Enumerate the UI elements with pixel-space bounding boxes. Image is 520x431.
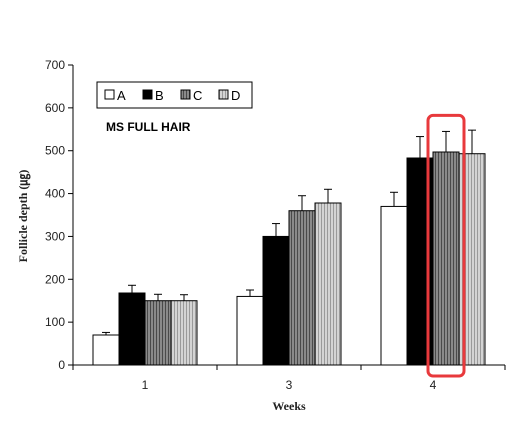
y-axis-title: Follicle depth (㎍) — [16, 170, 31, 263]
highlight-box — [426, 113, 466, 378]
legend-label-D: D — [231, 88, 240, 103]
legend-label-A: A — [117, 88, 126, 103]
y-tick-label: 500 — [45, 144, 65, 158]
y-tick-label: 300 — [45, 229, 65, 243]
bar-C-week-4 — [432, 151, 460, 366]
y-tick-label: 200 — [45, 272, 65, 286]
legend-label-C: C — [193, 88, 202, 103]
bar-B-week-3 — [262, 235, 290, 366]
bar-C-week-3 — [288, 210, 316, 366]
legend-swatch-D — [218, 89, 229, 100]
bar-D-week-3 — [314, 202, 342, 366]
y-tick-label: 0 — [58, 358, 65, 372]
legend-swatch-A — [104, 89, 115, 100]
highlight — [426, 113, 466, 378]
x-tick-label: 1 — [142, 378, 149, 392]
bar-D-week-1 — [170, 300, 198, 366]
bar-A-week-3 — [236, 295, 264, 366]
annotation-text: MS FULL HAIR — [106, 120, 191, 134]
y-tick-label: 400 — [45, 187, 65, 201]
y-tick-label: 700 — [45, 58, 65, 72]
x-axis-title: Weeks — [272, 399, 306, 413]
x-tick-label: 4 — [430, 378, 437, 392]
legend-swatch-C — [180, 89, 191, 100]
y-tick-label: 600 — [45, 101, 65, 115]
bar-B-week-1 — [118, 292, 146, 366]
bar-A-week-1 — [92, 334, 120, 366]
bar-C-week-1 — [144, 300, 172, 366]
y-tick-label: 100 — [45, 315, 65, 329]
legend: A B C D — [96, 81, 253, 109]
legend-label-B: B — [155, 88, 164, 103]
legend-swatch-B — [142, 89, 153, 100]
bar-A-week-4 — [380, 205, 408, 366]
axes: 0 100 200 300 400 500 600 700 1 3 4 — [45, 58, 506, 392]
bars — [92, 129, 486, 366]
x-tick-label: 3 — [286, 378, 293, 392]
